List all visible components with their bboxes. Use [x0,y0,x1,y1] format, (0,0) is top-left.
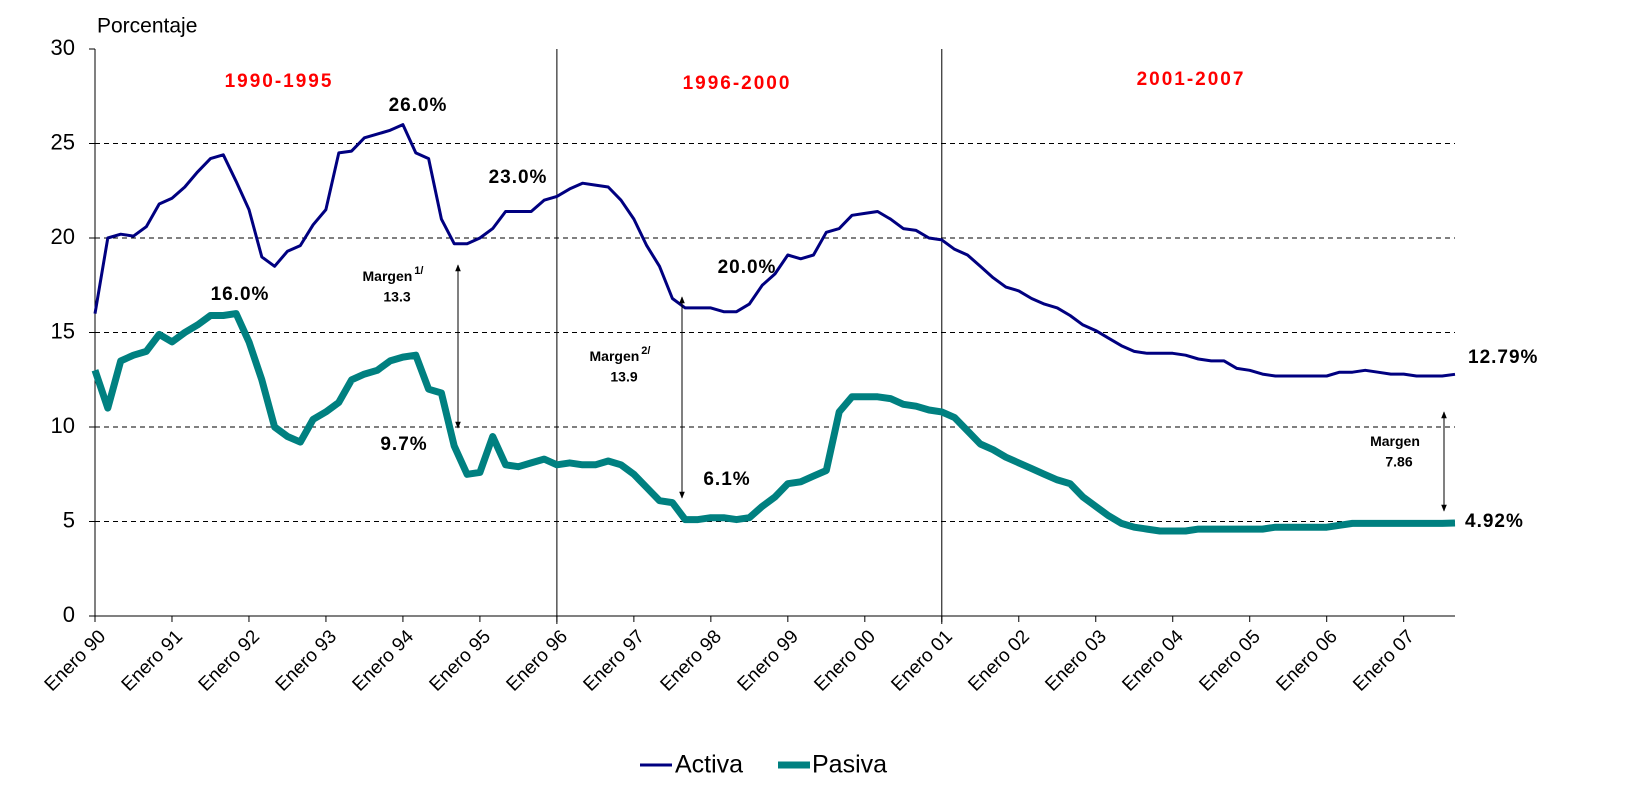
margin-label: Margen 1/ [363,265,424,284]
margin-word: Margen [363,268,413,284]
x-tick-label: Enero 01 [887,626,956,695]
period-label: 1996-2000 [683,73,792,94]
x-tick-label: Enero 06 [1272,626,1341,695]
x-tick-label: Enero 07 [1349,626,1418,695]
value-annotation: 12.79% [1468,347,1538,368]
x-tick-label: Enero 98 [657,626,726,695]
margin-value: 13.9 [610,369,637,385]
legend-label: Activa [675,751,743,779]
y-tick-label: 10 [51,413,75,438]
y-tick-label: 15 [51,318,75,343]
margin-note: 1/ [414,265,423,277]
margin-word: Margen [590,348,640,364]
y-tick-label: 5 [63,507,75,532]
y-tick-label: 25 [51,129,75,154]
y-tick-label: 0 [63,602,75,627]
x-tick-label: Enero 94 [349,626,419,696]
x-tick-label: Enero 90 [41,626,110,695]
x-tick-label: Enero 03 [1041,626,1110,695]
series-line [93,123,1456,378]
margin-value: 13.3 [383,289,410,305]
x-tick-label: Enero 02 [964,626,1033,695]
y-tick-label: 20 [51,224,75,249]
x-tick-label: Enero 99 [734,626,803,695]
period-label: 2001-2007 [1137,69,1246,90]
value-annotation: 4.92% [1465,511,1524,532]
x-tick-label: Enero 05 [1195,626,1264,695]
margin-label: Margen 2/ [590,345,651,364]
value-annotation: 23.0% [489,167,548,188]
margin-label: Margen [1370,433,1420,449]
value-annotation: 16.0% [211,284,270,305]
y-tick-label: 30 [51,35,75,60]
margin-word: Margen [1370,433,1420,449]
x-tick-label: Enero 04 [1118,626,1188,696]
margin-note: 2/ [641,345,650,357]
value-annotation: 20.0% [718,257,777,278]
series-line [91,310,1456,535]
x-tick-label: Enero 91 [118,626,187,695]
x-tick-label: Enero 97 [580,626,649,695]
x-tick-label: Enero 92 [195,626,264,695]
x-tick-label: Enero 00 [811,626,880,695]
value-annotation: 9.7% [380,434,427,455]
x-tick-label: Enero 93 [272,626,341,695]
period-label: 1990-1995 [225,71,334,92]
margin-value: 7.86 [1385,454,1412,470]
x-tick-label: Enero 95 [426,626,495,695]
x-tick-label: Enero 96 [503,626,572,695]
y-axis-title: Porcentaje [97,15,197,38]
value-annotation: 26.0% [389,95,448,116]
value-annotation: 6.1% [703,469,750,490]
legend-label: Pasiva [812,751,887,779]
